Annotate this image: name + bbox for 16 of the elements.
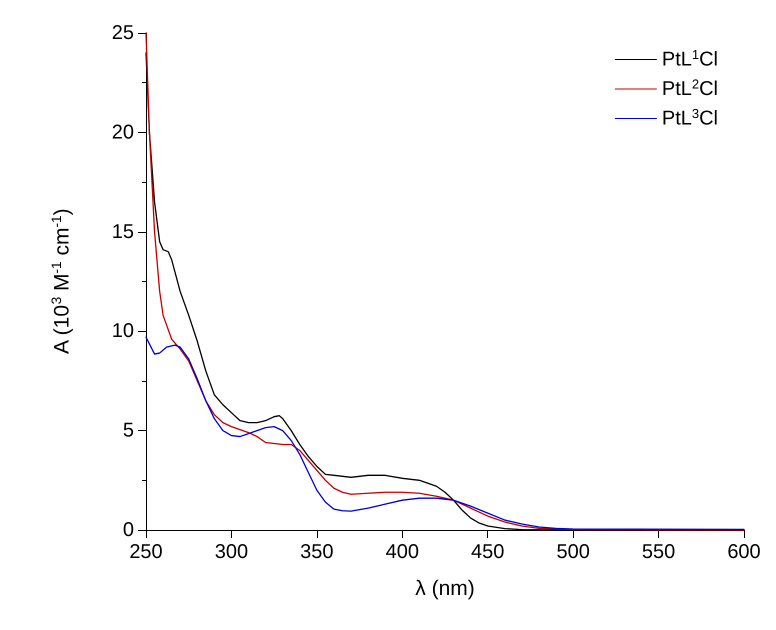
x-tick-label: 450: [471, 541, 504, 563]
y-tick-label: 25: [112, 22, 134, 44]
y-tick-label: 0: [122, 519, 134, 541]
x-tick-label: 400: [386, 541, 419, 563]
x-tick-label: 550: [642, 541, 676, 563]
x-tick-label: 500: [556, 541, 590, 563]
x-tick-label: 300: [214, 541, 248, 563]
y-tick-label: 5: [122, 420, 134, 442]
y-tick-label: 15: [112, 220, 134, 243]
y-tick-label: 10: [112, 320, 134, 342]
x-tick-label: 350: [300, 541, 334, 563]
x-axis-title: λ (nm): [415, 577, 475, 600]
x-tick-label: 250: [129, 541, 163, 563]
y-axis-title: A (103 M-1 cm-1): [49, 208, 74, 354]
y-tick-label: 20: [112, 121, 134, 144]
x-tick-label: 600: [727, 541, 761, 563]
